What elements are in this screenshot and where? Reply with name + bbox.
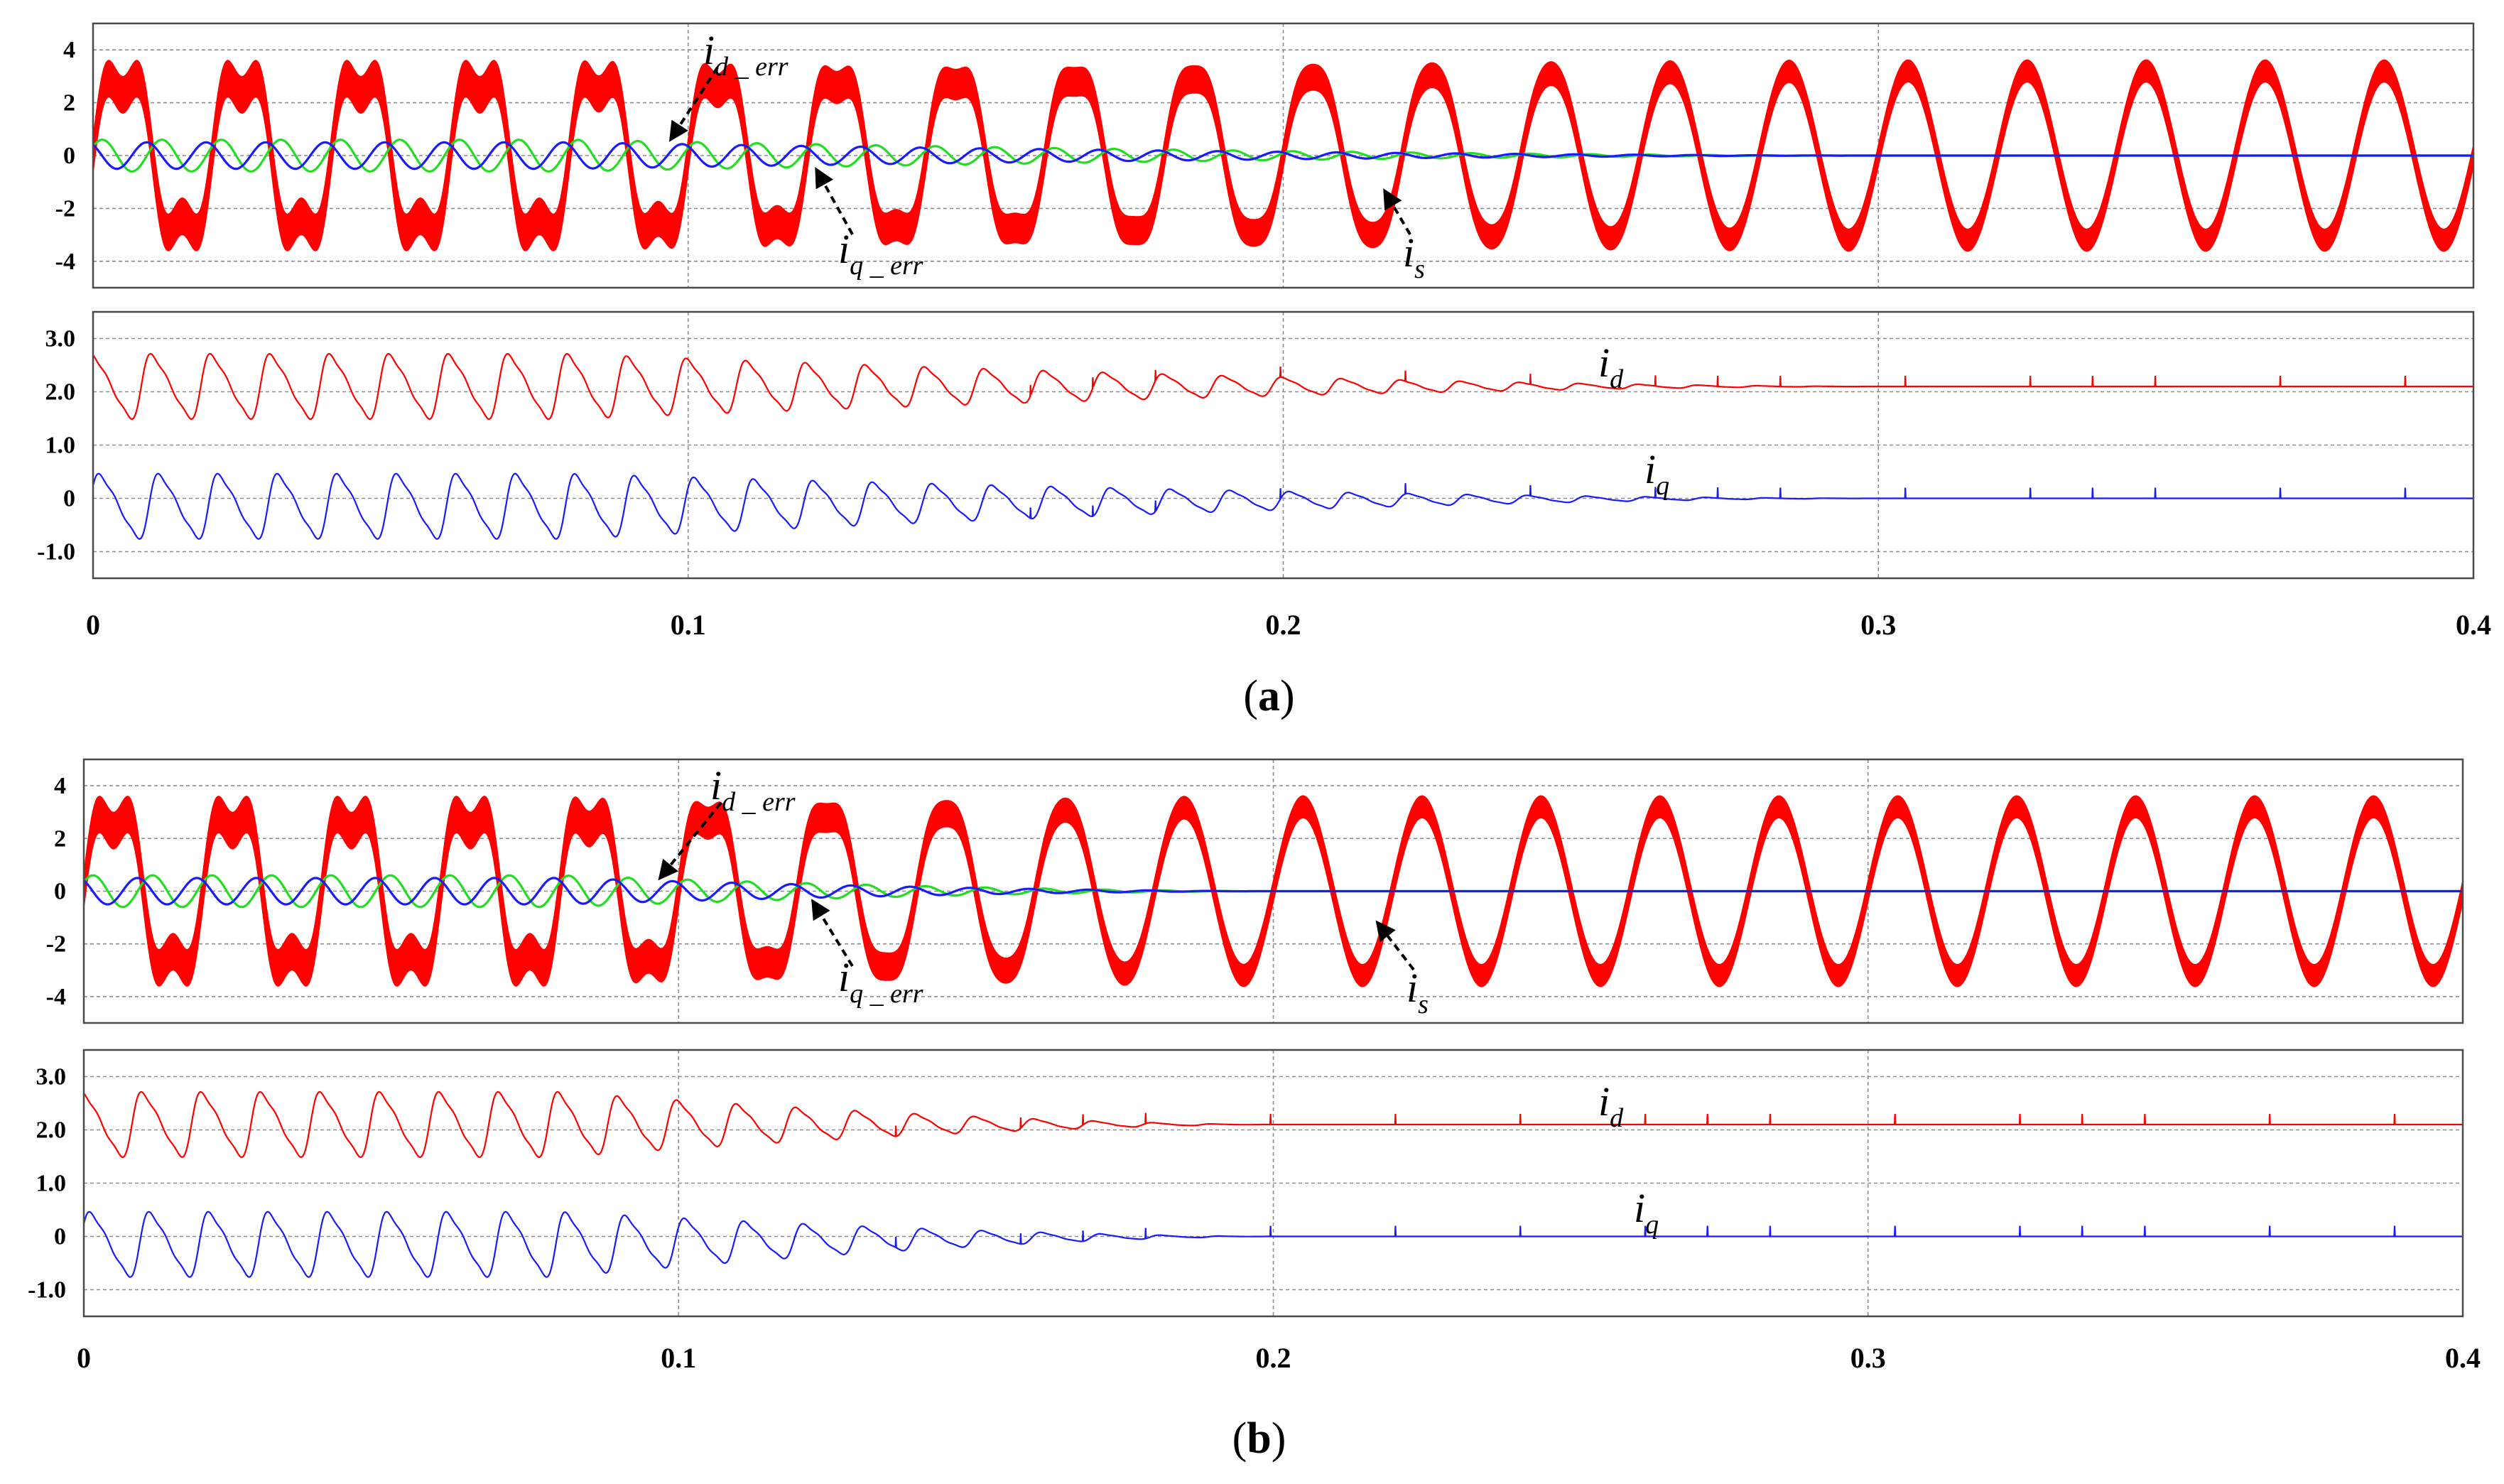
annotation-iq: iq bbox=[1644, 446, 1669, 501]
annotation-arrow bbox=[815, 167, 854, 235]
annotation-is: is bbox=[1407, 965, 1429, 1019]
figure-caption-a: (a) bbox=[1243, 672, 1294, 720]
series-iq-line bbox=[82, 1211, 2463, 1278]
annotation-iq-err: iq _ err bbox=[838, 954, 923, 1009]
annotation-arrow bbox=[1375, 920, 1415, 971]
x-tick-label: 0.3 bbox=[1860, 609, 1896, 641]
figure-caption-b: (b) bbox=[1232, 1414, 1286, 1463]
top-ytick-label: 4 bbox=[63, 37, 75, 63]
x-tick-label: 0 bbox=[77, 1342, 91, 1374]
annotation-iq: iq bbox=[1634, 1185, 1659, 1240]
bottom-plot-frame bbox=[92, 310, 2475, 580]
series-id-line bbox=[83, 1091, 2463, 1158]
annotation-arrow bbox=[668, 66, 719, 142]
series-iq-err-line bbox=[92, 141, 2473, 170]
top-ytick-label: 0 bbox=[54, 879, 66, 905]
x-tick-label: 0.3 bbox=[1850, 1342, 1886, 1374]
x-tick-label: 0.2 bbox=[1256, 1342, 1291, 1374]
top-plot-frame bbox=[82, 758, 2464, 1024]
bottom-ytick-label: 2.0 bbox=[36, 1117, 67, 1144]
top-subplot: 4 2 0 -2 -4 id _ err iq _ err is bbox=[46, 758, 2464, 1024]
x-tick-label: 0.4 bbox=[2445, 1342, 2481, 1374]
series-iq-line bbox=[92, 472, 2473, 540]
top-ytick-label: 0 bbox=[63, 143, 75, 169]
top-plot-frame bbox=[92, 22, 2475, 289]
bottom-ytick-label: 1.0 bbox=[36, 1171, 67, 1197]
x-tick-label: 0.2 bbox=[1266, 609, 1301, 641]
chart-panel-a: 4 2 0 -2 -4 id _ err iq _ err is 3.0 2.0 1.0 0 -1.0 i… bbox=[37, 22, 2491, 720]
bottom-ytick-label: 0 bbox=[63, 486, 75, 512]
annotation-arrow bbox=[811, 899, 854, 968]
x-tick-label: 0.1 bbox=[671, 609, 706, 641]
annotation-arrow bbox=[658, 801, 722, 881]
top-ytick-label: 2 bbox=[63, 90, 75, 117]
annotation-id: id bbox=[1598, 1078, 1624, 1133]
annotation-id-err: id _ err bbox=[703, 27, 788, 82]
bottom-plot-frame bbox=[82, 1049, 2464, 1318]
bottom-ytick-label: -1.0 bbox=[28, 1277, 66, 1304]
top-ytick-label: -4 bbox=[46, 984, 66, 1010]
x-tick-label: 0 bbox=[86, 609, 100, 641]
x-tick-label: 0.1 bbox=[661, 1342, 696, 1374]
annotation-id-err: id _ err bbox=[710, 762, 796, 817]
bottom-ytick-label: 2.0 bbox=[45, 379, 76, 406]
annotation-iq-err: iq _ err bbox=[838, 226, 923, 281]
top-ytick-label: -2 bbox=[55, 195, 75, 222]
bottom-ytick-label: 0 bbox=[54, 1224, 66, 1250]
bottom-ytick-label: -1.0 bbox=[37, 539, 75, 565]
bottom-ytick-label: 3.0 bbox=[36, 1064, 67, 1090]
top-ytick-label: 4 bbox=[54, 773, 66, 799]
top-ytick-label: -4 bbox=[55, 249, 75, 275]
series-iq-err-line bbox=[82, 877, 2463, 906]
x-tick-label: 0.4 bbox=[2456, 609, 2491, 641]
chart-panel-b: 4 2 0 -2 -4 id _ err iq _ err is 3.0 2.0 1.0 0 -1.0 i… bbox=[28, 758, 2481, 1463]
top-ytick-label: 2 bbox=[54, 825, 66, 852]
annotation-arrow bbox=[1383, 188, 1411, 236]
bottom-ytick-label: 1.0 bbox=[45, 433, 76, 459]
bottom-ytick-label: 3.0 bbox=[45, 326, 76, 352]
annotation-id: id bbox=[1598, 340, 1624, 394]
annotation-is: is bbox=[1403, 229, 1425, 284]
top-subplot: 4 2 0 -2 -4 id _ err iq _ err is bbox=[55, 22, 2475, 289]
series-id-line bbox=[92, 353, 2473, 420]
top-ytick-label: -2 bbox=[46, 931, 66, 958]
